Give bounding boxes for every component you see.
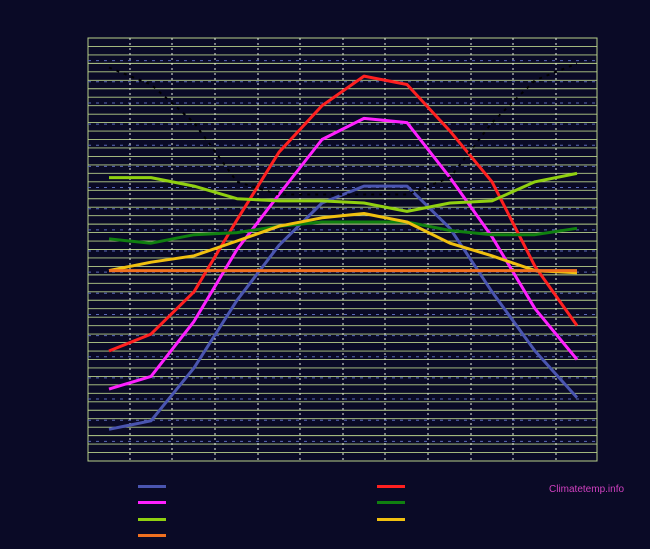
series-line-2 [108,74,579,353]
series-line-4 [108,220,578,245]
series-layer [108,62,579,431]
series-line-3 [108,116,579,391]
legend-swatch-7 [377,518,405,521]
legend-swatch-1 [138,485,166,488]
series-line-8 [108,62,578,196]
legend-swatch-4 [138,534,166,537]
watermark: Climatetemp.info [549,484,625,495]
series-line-5 [109,171,578,213]
legend-swatch-6 [377,501,405,504]
legend-swatch-2 [138,501,166,504]
grid-layer [87,37,598,462]
legend-swatch-3 [138,518,166,521]
series-line-6 [108,212,578,275]
legend-swatch-5 [377,485,405,488]
series-line-1 [108,184,579,431]
